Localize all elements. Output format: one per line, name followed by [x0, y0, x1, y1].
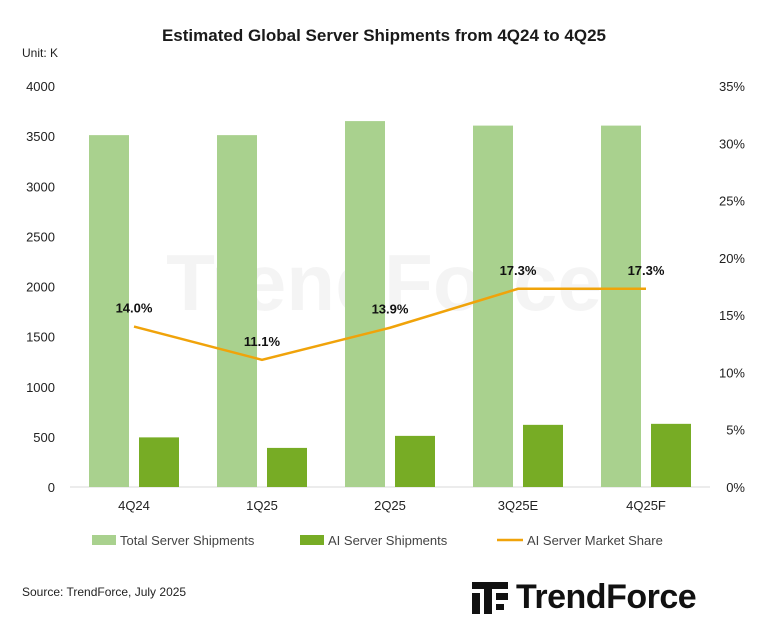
right-axis-tick: 0% [726, 480, 745, 495]
chart-title: Estimated Global Server Shipments from 4… [161, 26, 607, 45]
data-label-market-share: 17.3% [500, 263, 537, 278]
left-axis-tick: 2500 [26, 229, 55, 244]
legend-swatch-total [92, 535, 116, 545]
legend-label-ai: AI Server Shipments [328, 533, 448, 548]
unit-label: Unit: K [22, 46, 59, 60]
bar-total-server-shipments [89, 135, 129, 487]
x-axis-tick: 4Q24 [118, 498, 150, 513]
data-label-market-share: 13.9% [372, 302, 409, 317]
bar-total-server-shipments [601, 125, 641, 487]
left-axis-tick: 3500 [26, 129, 55, 144]
source-note: Source: TrendForce, July 2025 [22, 585, 187, 599]
x-axis-tick: 4Q25F [626, 498, 666, 513]
right-axis-tick: 35% [719, 79, 745, 94]
bar-total-server-shipments [217, 135, 257, 487]
left-axis-tick: 1500 [26, 330, 55, 345]
trendforce-logo-icon [472, 581, 508, 614]
left-axis-tick: 0 [48, 480, 55, 495]
bar-ai-server-shipments [523, 424, 563, 487]
right-axis-tick: 30% [719, 136, 745, 151]
right-axis-tick: 5% [726, 423, 745, 438]
x-axis-tick: 1Q25 [246, 498, 278, 513]
bar-ai-server-shipments [267, 447, 307, 487]
legend-label-share: AI Server Market Share [527, 533, 663, 548]
bar-ai-server-shipments [395, 435, 435, 487]
legend-swatch-ai [300, 535, 324, 545]
data-label-market-share: 14.0% [116, 301, 153, 316]
line-ai-server-market-share [133, 287, 646, 362]
right-axis-tick: 20% [719, 251, 745, 266]
data-label-market-share: 17.3% [628, 263, 665, 278]
left-axis-tick: 4000 [26, 79, 55, 94]
right-axis-tick: 10% [719, 365, 745, 380]
trendforce-logo: TrendForce [470, 578, 697, 617]
left-axis-tick: 1000 [26, 380, 55, 395]
x-axis-tick: 2Q25 [374, 498, 406, 513]
legend-label-total: Total Server Shipments [120, 533, 255, 548]
left-axis-tick: 3000 [26, 179, 55, 194]
x-axis-tick: 3Q25E [498, 498, 539, 513]
data-label-market-share: 11.1% [244, 334, 281, 349]
bar-ai-server-shipments [651, 423, 691, 487]
bar-total-server-shipments [345, 121, 385, 488]
right-axis-tick: 25% [719, 194, 745, 209]
left-axis-tick: 2000 [26, 280, 55, 295]
left-axis-tick: 500 [33, 430, 55, 445]
right-axis-tick: 15% [719, 308, 745, 323]
bar-ai-server-shipments [139, 437, 179, 487]
logo-text: TrendForce [516, 578, 697, 616]
bar-total-server-shipments [473, 125, 513, 487]
